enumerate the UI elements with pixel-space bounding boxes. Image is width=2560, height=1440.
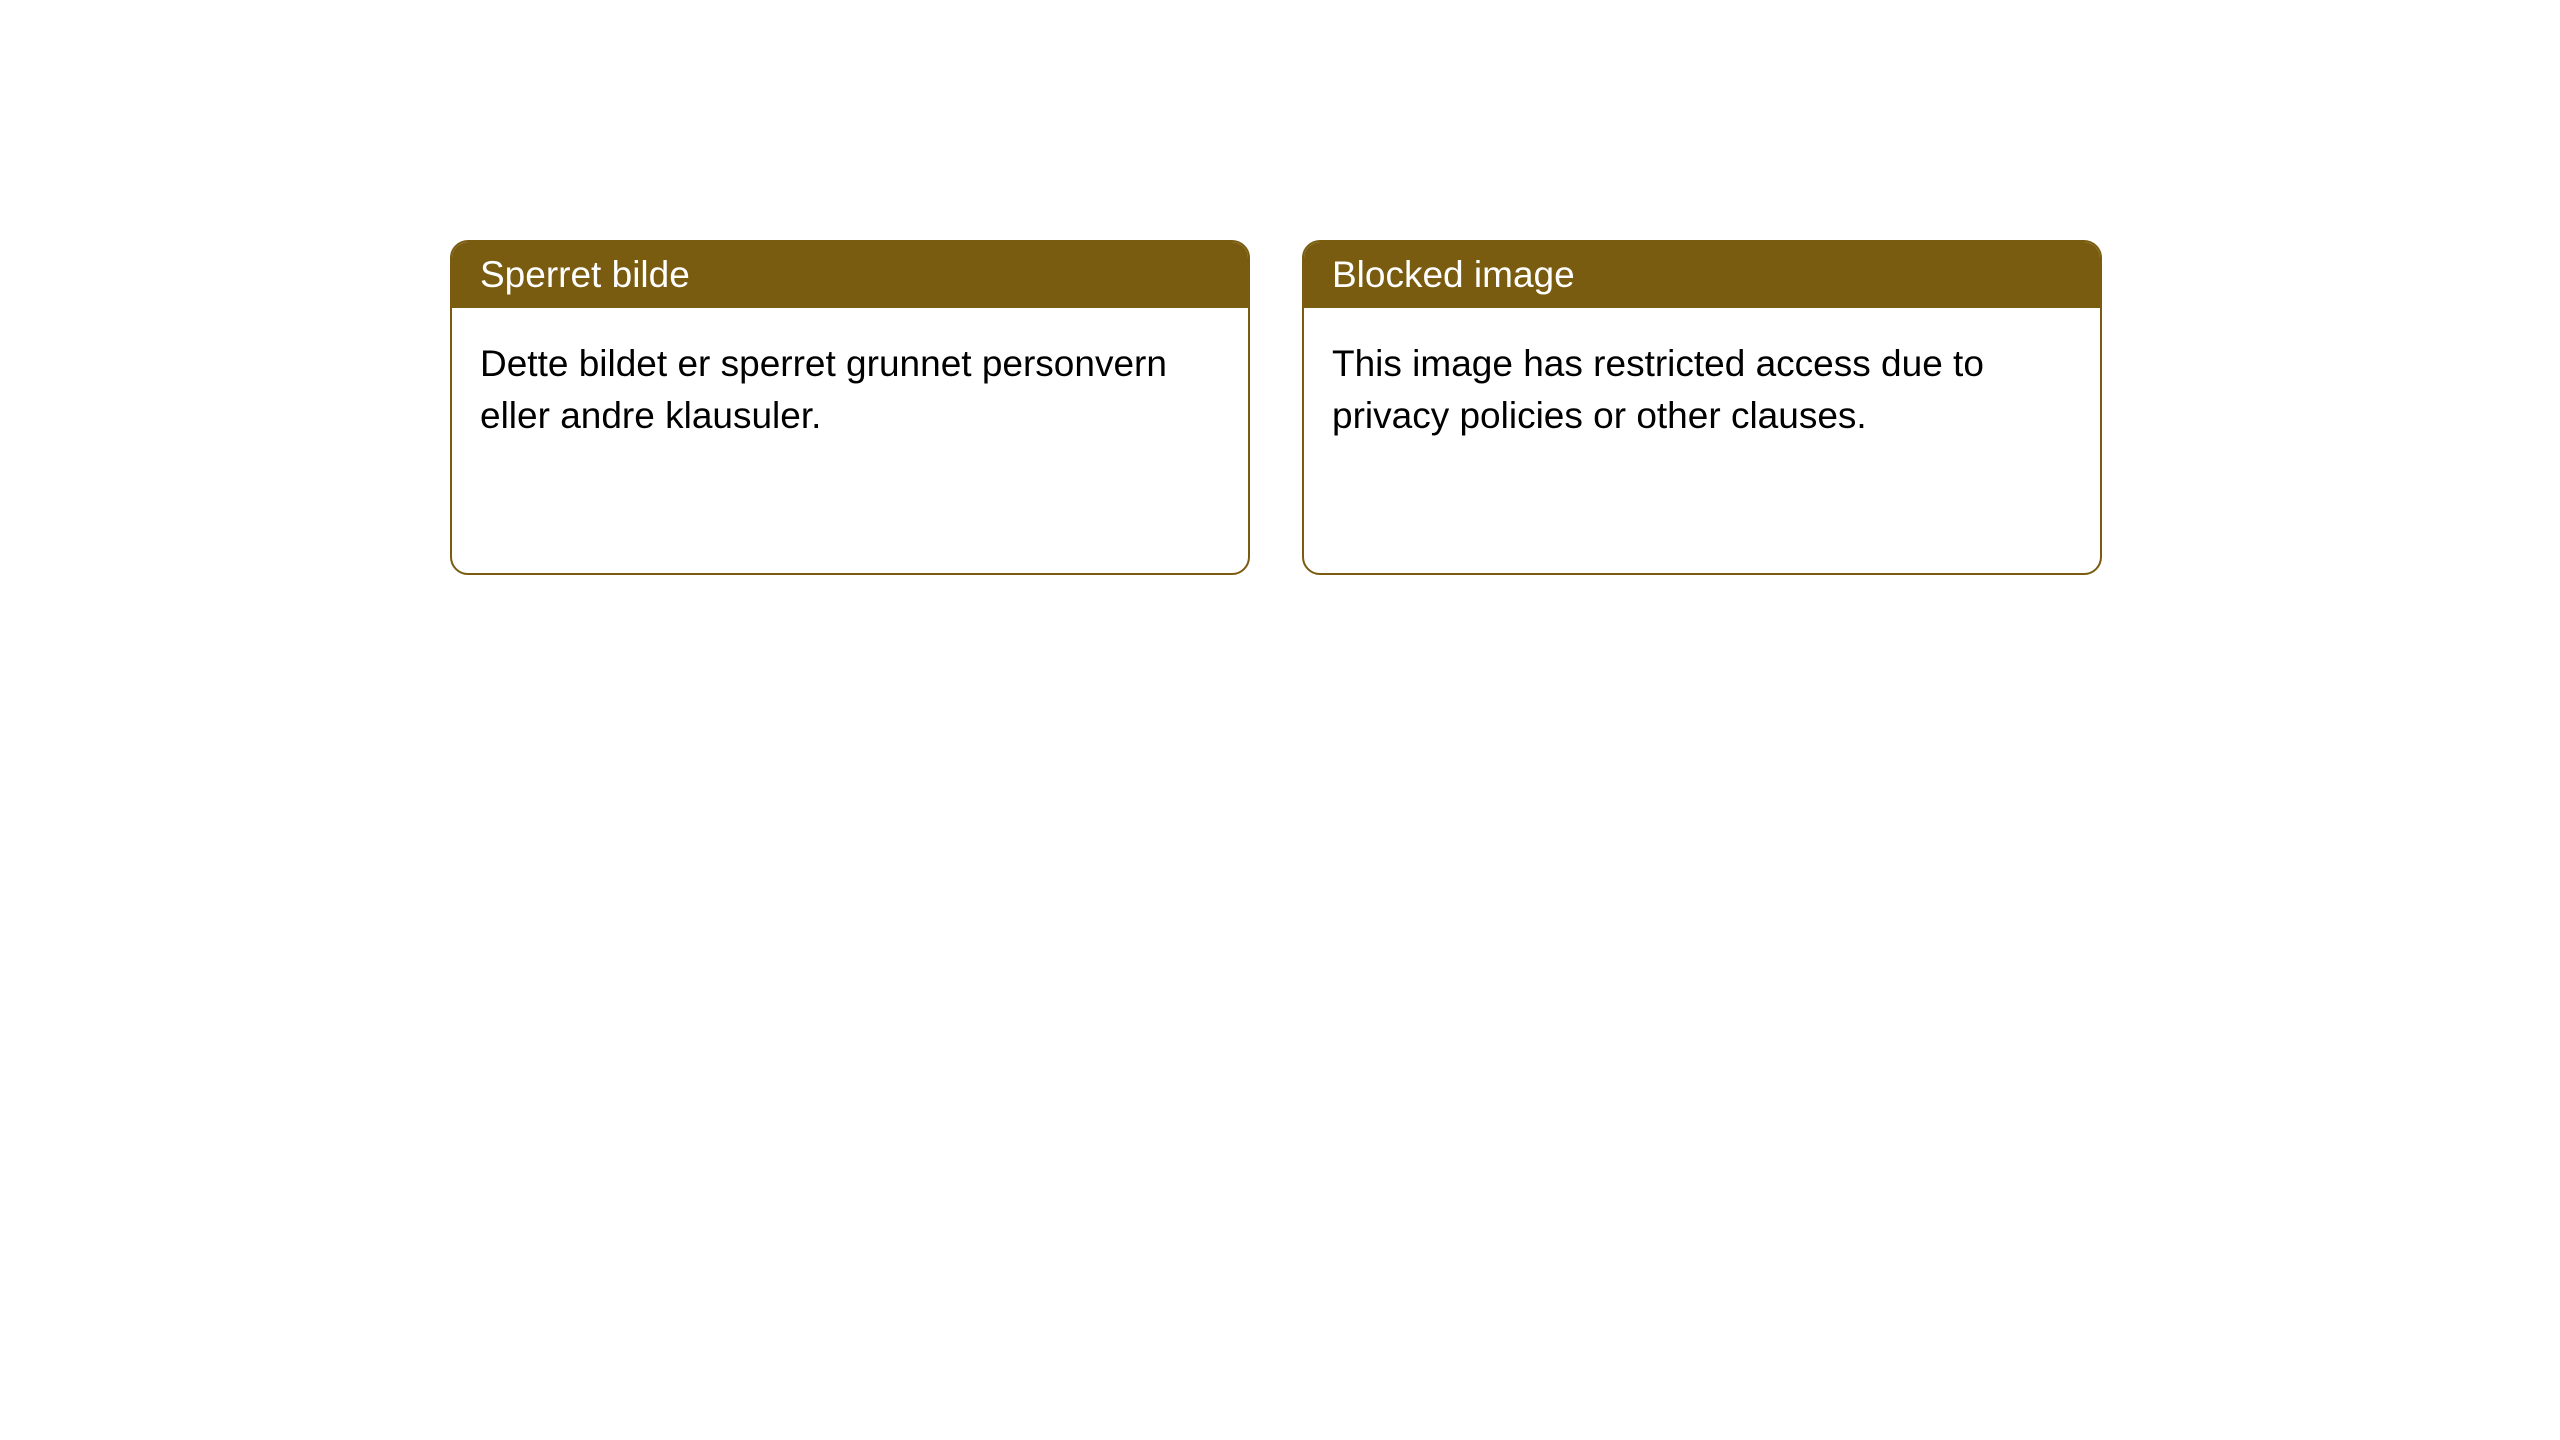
- notice-body: Dette bildet er sperret grunnet personve…: [452, 308, 1248, 472]
- notice-card-english: Blocked image This image has restricted …: [1302, 240, 2102, 575]
- notice-body: This image has restricted access due to …: [1304, 308, 2100, 472]
- notice-container: Sperret bilde Dette bildet er sperret gr…: [0, 0, 2560, 575]
- notice-header: Sperret bilde: [452, 242, 1248, 308]
- notice-card-norwegian: Sperret bilde Dette bildet er sperret gr…: [450, 240, 1250, 575]
- notice-header: Blocked image: [1304, 242, 2100, 308]
